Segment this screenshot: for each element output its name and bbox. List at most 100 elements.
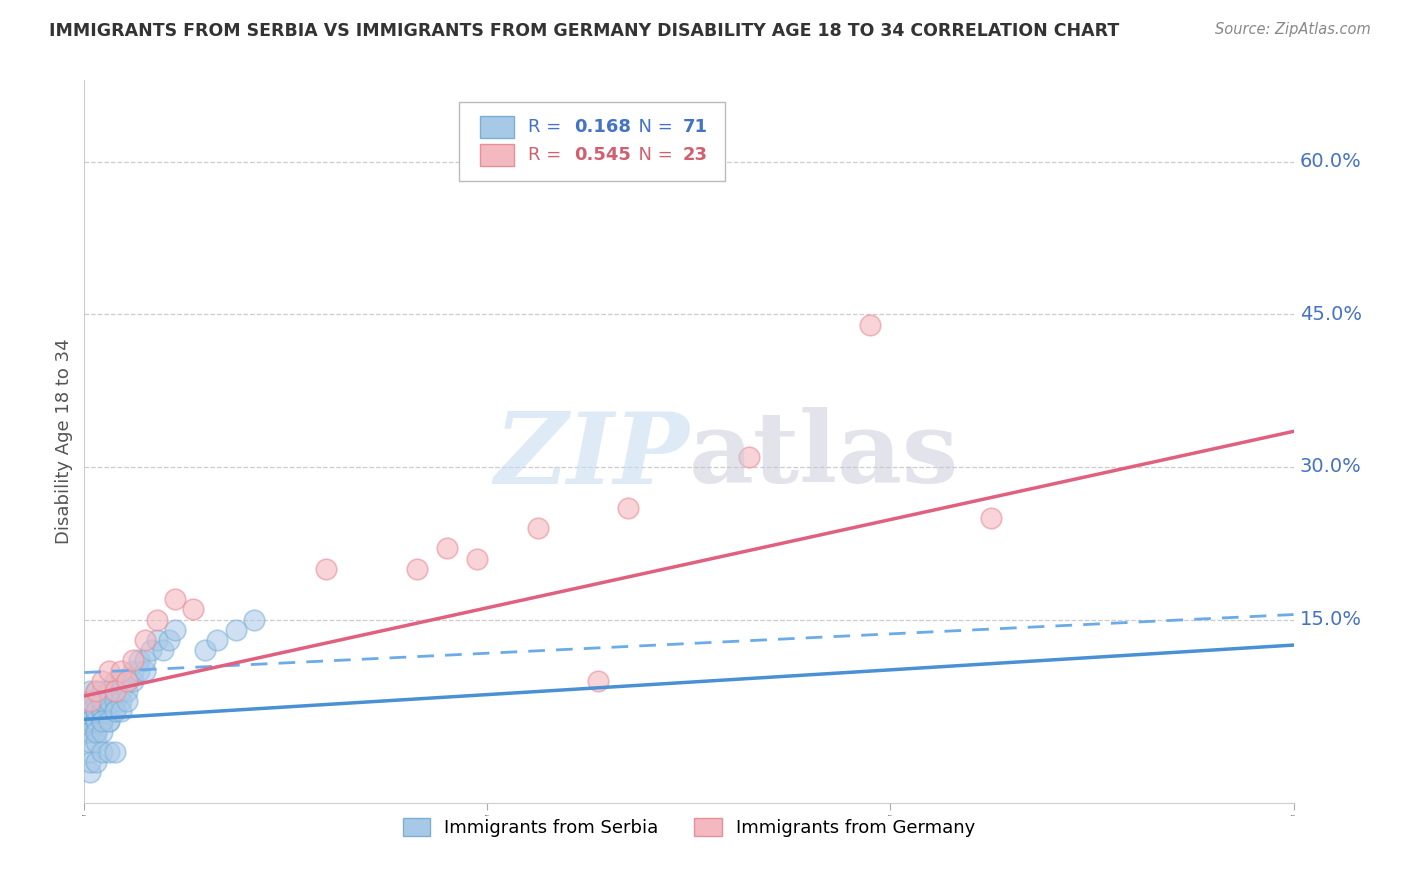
FancyBboxPatch shape <box>479 144 513 166</box>
Point <box>86 724 108 739</box>
Point <box>110 684 132 698</box>
Point <box>115 694 138 708</box>
Point <box>79 684 101 698</box>
Point <box>86 684 108 698</box>
Point <box>86 694 108 708</box>
Point <box>157 632 180 647</box>
Point <box>86 704 108 718</box>
Text: R =: R = <box>529 119 567 136</box>
Point <box>980 511 1002 525</box>
Point <box>134 664 156 678</box>
Point <box>97 714 120 729</box>
Point <box>648 134 671 148</box>
Point <box>79 694 101 708</box>
Point <box>86 724 108 739</box>
Point <box>165 592 187 607</box>
Point <box>97 684 120 698</box>
Point <box>738 450 761 464</box>
Text: 60.0%: 60.0% <box>1299 153 1361 171</box>
Point <box>104 673 127 688</box>
FancyBboxPatch shape <box>460 102 725 181</box>
Point <box>91 745 114 759</box>
Point <box>128 664 150 678</box>
Point <box>115 673 138 688</box>
Point <box>91 704 114 718</box>
Point <box>588 673 610 688</box>
Point <box>104 684 127 698</box>
Text: 23: 23 <box>683 145 707 164</box>
Point <box>91 714 114 729</box>
Point <box>79 735 101 749</box>
Point <box>134 632 156 647</box>
Point <box>104 745 127 759</box>
Point <box>79 704 101 718</box>
Point <box>79 765 101 780</box>
Point <box>134 653 156 667</box>
Point <box>436 541 458 556</box>
Point <box>79 714 101 729</box>
Text: 0.168: 0.168 <box>574 119 631 136</box>
Point <box>115 673 138 688</box>
Text: 0.545: 0.545 <box>574 145 631 164</box>
Point <box>467 551 489 566</box>
Point <box>859 318 882 332</box>
Point <box>152 643 174 657</box>
Point <box>86 684 108 698</box>
Point <box>86 714 108 729</box>
Point <box>110 694 132 708</box>
Point <box>91 724 114 739</box>
Text: Source: ZipAtlas.com: Source: ZipAtlas.com <box>1215 22 1371 37</box>
Text: IMMIGRANTS FROM SERBIA VS IMMIGRANTS FROM GERMANY DISABILITY AGE 18 TO 34 CORREL: IMMIGRANTS FROM SERBIA VS IMMIGRANTS FRO… <box>49 22 1119 40</box>
Point <box>86 704 108 718</box>
Text: N =: N = <box>627 145 679 164</box>
Point <box>121 653 143 667</box>
Point <box>91 704 114 718</box>
Point <box>146 613 169 627</box>
Point <box>91 673 114 688</box>
Text: 45.0%: 45.0% <box>1299 305 1361 324</box>
Point <box>165 623 187 637</box>
Point <box>79 724 101 739</box>
Point <box>181 602 204 616</box>
Point <box>97 664 120 678</box>
Point <box>97 694 120 708</box>
Text: 71: 71 <box>683 119 707 136</box>
Point <box>79 724 101 739</box>
Point <box>97 745 120 759</box>
Point <box>91 694 114 708</box>
Point <box>104 704 127 718</box>
Point <box>91 684 114 698</box>
Point <box>121 673 143 688</box>
Point <box>110 673 132 688</box>
Y-axis label: Disability Age 18 to 34: Disability Age 18 to 34 <box>55 339 73 544</box>
Text: 15.0%: 15.0% <box>1299 610 1361 629</box>
Point <box>97 694 120 708</box>
Point <box>79 745 101 759</box>
Point <box>115 684 138 698</box>
Point <box>79 714 101 729</box>
Point <box>139 643 162 657</box>
Point <box>86 714 108 729</box>
Point <box>79 714 101 729</box>
Point <box>207 632 229 647</box>
Point <box>104 704 127 718</box>
Point <box>104 684 127 698</box>
Point <box>86 704 108 718</box>
Point <box>97 704 120 718</box>
Point <box>86 755 108 769</box>
Point <box>121 664 143 678</box>
Point <box>104 694 127 708</box>
FancyBboxPatch shape <box>479 117 513 138</box>
Point <box>79 724 101 739</box>
Point <box>242 613 264 627</box>
Point <box>527 521 550 535</box>
Point <box>91 714 114 729</box>
Point <box>91 714 114 729</box>
Text: R =: R = <box>529 145 567 164</box>
Point <box>91 694 114 708</box>
Point <box>315 562 337 576</box>
Point <box>110 704 132 718</box>
Text: 30.0%: 30.0% <box>1299 458 1361 476</box>
Text: ZIP: ZIP <box>494 408 689 504</box>
Point <box>79 755 101 769</box>
